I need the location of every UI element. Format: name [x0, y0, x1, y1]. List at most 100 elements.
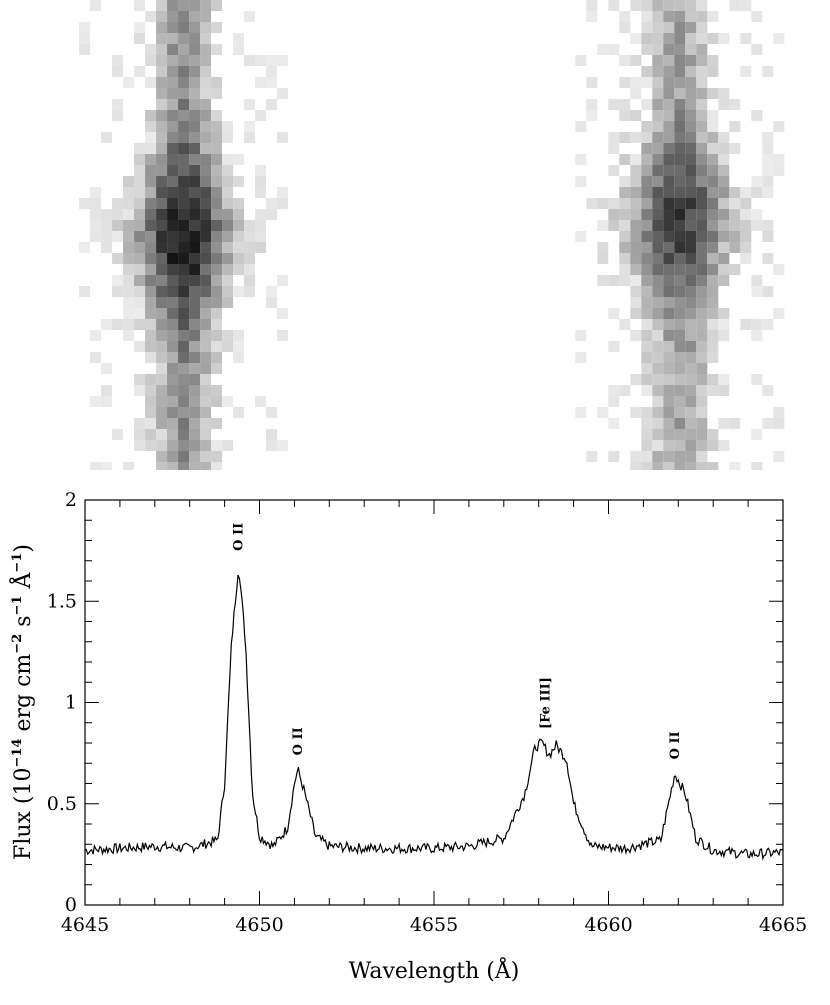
image-pixel: [696, 121, 708, 132]
image-pixel: [619, 132, 631, 143]
image-pixel: [255, 231, 267, 242]
image-pixel: [211, 22, 223, 33]
image-pixel: [685, 88, 697, 99]
image-pixel: [211, 451, 223, 462]
image-pixel: [663, 220, 675, 231]
image-pixel: [696, 429, 708, 440]
image-pixel: [696, 319, 708, 330]
image-pixel: [762, 286, 774, 297]
image-pixel: [674, 165, 686, 176]
image-pixel: [244, 55, 256, 66]
image-pixel: [641, 121, 653, 132]
image-pixel: [619, 11, 631, 22]
image-pixel: [663, 330, 675, 341]
image-pixel: [178, 55, 190, 66]
image-pixel: [178, 440, 190, 451]
image-pixel: [663, 429, 675, 440]
image-pixel: [134, 418, 146, 429]
image-pixel: [762, 132, 774, 143]
image-pixel: [707, 429, 719, 440]
image-pixel: [718, 308, 730, 319]
image-pixel: [112, 99, 124, 110]
image-pixel: [663, 77, 675, 88]
image-pixel: [586, 198, 598, 209]
image-pixel: [156, 374, 168, 385]
image-pixel: [200, 330, 212, 341]
image-pixel: [178, 66, 190, 77]
image-pixel: [652, 418, 664, 429]
image-pixel: [123, 330, 135, 341]
image-pixel: [674, 209, 686, 220]
image-pixel: [112, 198, 124, 209]
image-pixel: [145, 440, 157, 451]
image-pixel: [641, 440, 653, 451]
image-pixel: [189, 440, 201, 451]
image-pixel: [740, 187, 752, 198]
image-pixel: [134, 220, 146, 231]
image-pixel: [762, 231, 774, 242]
image-pixel: [156, 66, 168, 77]
image-pixel: [167, 275, 179, 286]
image-pixel: [156, 286, 168, 297]
image-pixel: [123, 308, 135, 319]
image-pixel: [718, 319, 730, 330]
image-pixel: [167, 341, 179, 352]
image-pixel: [641, 143, 653, 154]
image-pixel: [145, 55, 157, 66]
image-pixel: [641, 33, 653, 44]
image-pixel: [156, 22, 168, 33]
image-pixel: [707, 176, 719, 187]
image-pixel: [696, 176, 708, 187]
image-pixel: [134, 0, 146, 11]
image-pixel: [211, 187, 223, 198]
image-pixel: [145, 385, 157, 396]
image-pixel: [90, 352, 102, 363]
image-pixel: [685, 286, 697, 297]
image-pixel: [211, 462, 223, 470]
image-pixel: [145, 176, 157, 187]
image-pixel: [200, 242, 212, 253]
image-pixel: [167, 418, 179, 429]
image-pixel: [696, 198, 708, 209]
image-pixel: [178, 110, 190, 121]
image-pixel: [597, 275, 609, 286]
image-pixel: [90, 187, 102, 198]
image-pixel: [189, 22, 201, 33]
image-pixel: [652, 330, 664, 341]
image-pixel: [751, 176, 763, 187]
image-pixel: [178, 418, 190, 429]
image-pixel: [718, 275, 730, 286]
image-pixel: [619, 209, 631, 220]
image-pixel: [156, 143, 168, 154]
image-pixel: [167, 363, 179, 374]
image-pixel: [707, 143, 719, 154]
image-pixel: [696, 363, 708, 374]
image-pixel: [674, 11, 686, 22]
image-pixel: [674, 143, 686, 154]
image-pixel: [740, 33, 752, 44]
image-pixel: [222, 286, 234, 297]
image-pixel: [222, 341, 234, 352]
image-pixel: [619, 253, 631, 264]
image-pixel: [619, 220, 631, 231]
image-pixel: [211, 242, 223, 253]
image-pixel: [685, 330, 697, 341]
image-pixel: [641, 187, 653, 198]
image-pixel: [156, 121, 168, 132]
image-pixel: [90, 0, 102, 11]
image-pixel: [178, 44, 190, 55]
image-pixel: [200, 77, 212, 88]
image-pixel: [145, 319, 157, 330]
image-pixel: [211, 176, 223, 187]
image-pixel: [167, 176, 179, 187]
image-pixel: [167, 66, 179, 77]
image-pixel: [674, 242, 686, 253]
image-pixel: [178, 385, 190, 396]
image-pixel: [674, 44, 686, 55]
image-pixel: [619, 319, 631, 330]
image-pixel: [123, 77, 135, 88]
image-pixel: [233, 231, 245, 242]
image-pixel: [233, 209, 245, 220]
image-pixel: [641, 220, 653, 231]
image-pixel: [244, 253, 256, 264]
